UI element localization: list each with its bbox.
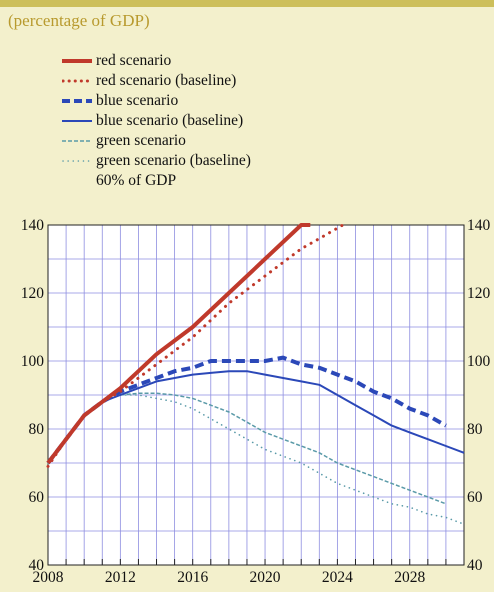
y-tick-label-right: 140 bbox=[467, 217, 491, 234]
x-tick-label: 2012 bbox=[105, 569, 136, 586]
y-tick-label-left: 60 bbox=[29, 489, 45, 506]
legend-label: red scenario bbox=[96, 52, 172, 69]
legend-label: green scenario (baseline) bbox=[96, 152, 251, 169]
y-tick-label-left: 120 bbox=[21, 285, 45, 302]
y-tick-label-left: 100 bbox=[21, 353, 45, 370]
x-tick-label: 2016 bbox=[177, 569, 208, 586]
series-line-green-scenario bbox=[47, 392, 447, 505]
y-tick-label-left: 80 bbox=[29, 421, 45, 438]
legend-swatch-red-baseline bbox=[62, 79, 92, 83]
y-tick-label-right: 60 bbox=[467, 489, 483, 506]
y-tick-label-left: 40 bbox=[29, 557, 45, 574]
legend-label: green scenario bbox=[96, 132, 186, 149]
y-tick-label-right: 120 bbox=[467, 285, 491, 302]
series-line-blue-scenario-baseline bbox=[47, 370, 465, 464]
legend-swatch-green-scenario bbox=[62, 140, 92, 142]
legend-swatch-blue-baseline bbox=[62, 120, 92, 122]
legend-swatch-red-scenario bbox=[62, 59, 92, 63]
plot-border bbox=[47, 224, 465, 566]
legend-label: 60% of GDP bbox=[96, 172, 177, 189]
x-tick-label: 2008 bbox=[33, 569, 64, 586]
y-tick-label-right: 100 bbox=[467, 353, 491, 370]
legend-label: blue scenario bbox=[96, 92, 179, 109]
y-tick-label-right: 40 bbox=[467, 557, 483, 574]
header-accent-bar bbox=[0, 0, 494, 7]
legend-swatch-blue-scenario bbox=[62, 99, 92, 103]
legend-label: red scenario (baseline) bbox=[96, 72, 237, 89]
chart-subtitle: (percentage of GDP) bbox=[8, 11, 150, 30]
y-tick-label-left: 140 bbox=[21, 217, 45, 234]
x-tick-label: 2028 bbox=[394, 569, 425, 586]
legend-swatch-green-baseline bbox=[62, 160, 92, 162]
y-tick-label-right: 80 bbox=[467, 421, 483, 438]
series-line-red-scenario bbox=[46, 223, 311, 465]
x-tick-label: 2020 bbox=[250, 569, 281, 586]
legend-label: blue scenario (baseline) bbox=[96, 112, 244, 129]
x-tick-label: 2024 bbox=[322, 569, 353, 586]
